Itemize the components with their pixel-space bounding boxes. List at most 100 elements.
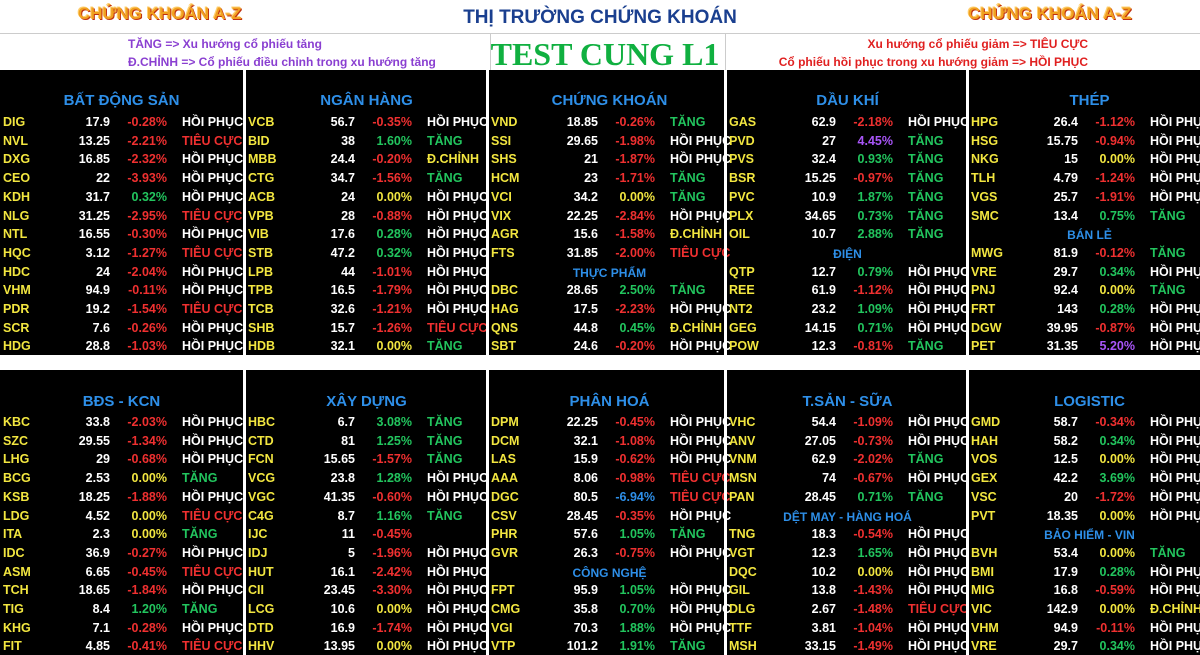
stock-row-ssi[interactable]: SSI 29.65 -1.98% HỒI PHỤC xyxy=(488,132,731,151)
stock-row-bid[interactable]: BID 38 1.60% TĂNG xyxy=(245,132,488,151)
stock-row-cmg[interactable]: CMG 35.8 0.70% HỒI PHỤC xyxy=(488,600,731,619)
stock-row-ctd[interactable]: CTD 81 1.25% TĂNG xyxy=(245,432,488,451)
stock-row-bmi[interactable]: BMI 17.9 0.28% HỒI PHỤC xyxy=(968,563,1200,582)
stock-row-vnm[interactable]: VNM 62.9 -2.02% TĂNG xyxy=(726,450,969,469)
stock-row-hcm[interactable]: HCM 23 -1.71% TĂNG xyxy=(488,169,731,188)
stock-row-vsc[interactable]: VSC 20 -1.72% HỒI PHỤC xyxy=(968,488,1200,507)
stock-row-aaa[interactable]: AAA 8.06 -0.98% TIÊU CỰC xyxy=(488,469,731,488)
stock-row-sbt[interactable]: SBT 24.6 -0.20% HỒI PHỤC xyxy=(488,337,731,356)
stock-row-tpb[interactable]: TPB 16.5 -1.79% HỒI PHỤC xyxy=(245,281,488,300)
stock-row-vtp[interactable]: VTP 101.2 1.91% TĂNG xyxy=(488,637,731,655)
stock-row-vhm[interactable]: VHM 94.9 -0.11% HỒI PHỤC xyxy=(968,619,1200,638)
stock-row-dxg[interactable]: DXG 16.85 -2.32% HỒI PHỤC xyxy=(0,150,243,169)
stock-row-pvc[interactable]: PVC 10.9 1.87% TĂNG xyxy=(726,188,969,207)
stock-row-hsg[interactable]: HSG 15.75 -0.94% HỒI PHỤC xyxy=(968,132,1200,151)
stock-row-vib[interactable]: VIB 17.6 0.28% HỒI PHỤC xyxy=(245,225,488,244)
stock-row-hdc[interactable]: HDC 24 -2.04% HỒI PHỤC xyxy=(0,263,243,282)
stock-row-idc[interactable]: IDC 36.9 -0.27% HỒI PHỤC xyxy=(0,544,243,563)
stock-row-dig[interactable]: DIG 17.9 -0.28% HỒI PHỤC xyxy=(0,113,243,132)
stock-row-tlh[interactable]: TLH 4.79 -1.24% HỒI PHỤC xyxy=(968,169,1200,188)
stock-row-vos[interactable]: VOS 12.5 0.00% HỒI PHỤC xyxy=(968,450,1200,469)
stock-row-tcb[interactable]: TCB 32.6 -1.21% HỒI PHỤC xyxy=(245,300,488,319)
stock-row-dbc[interactable]: DBC 28.65 2.50% TĂNG xyxy=(488,281,731,300)
stock-row-shb[interactable]: SHB 15.7 -1.26% TIÊU CỰC xyxy=(245,319,488,338)
stock-row-dgw[interactable]: DGW 39.95 -0.87% HỒI PHỤC xyxy=(968,319,1200,338)
stock-row-oil[interactable]: OIL 10.7 2.88% TĂNG xyxy=(726,225,969,244)
stock-row-nt2[interactable]: NT2 23.2 1.09% HỒI PHỤC xyxy=(726,300,969,319)
stock-row-bvh[interactable]: BVH 53.4 0.00% TĂNG xyxy=(968,544,1200,563)
stock-row-dtd[interactable]: DTD 16.9 -1.74% HỒI PHỤC xyxy=(245,619,488,638)
stock-row-smc[interactable]: SMC 13.4 0.75% TĂNG xyxy=(968,207,1200,226)
stock-row-frt[interactable]: FRT 143 0.28% HỒI PHỤC xyxy=(968,300,1200,319)
stock-row-vcg[interactable]: VCG 23.8 1.28% HỒI PHỤC xyxy=(245,469,488,488)
stock-row-kbc[interactable]: KBC 33.8 -2.03% HỒI PHỤC xyxy=(0,413,243,432)
stock-row-ntl[interactable]: NTL 16.55 -0.30% HỒI PHỤC xyxy=(0,225,243,244)
stock-row-dgc[interactable]: DGC 80.5 -6.94% TIÊU CỰC xyxy=(488,488,731,507)
stock-row-dcm[interactable]: DCM 32.1 -1.08% HỒI PHỤC xyxy=(488,432,731,451)
stock-row-gil[interactable]: GIL 13.8 -1.43% HỒI PHỤC xyxy=(726,581,969,600)
stock-row-fit[interactable]: FIT 4.85 -0.41% TIÊU CỰC xyxy=(0,637,243,655)
stock-row-vgc[interactable]: VGC 41.35 -0.60% HỒI PHỤC xyxy=(245,488,488,507)
stock-row-dlg[interactable]: DLG 2.67 -1.48% TIÊU CỰC xyxy=(726,600,969,619)
stock-row-hbc[interactable]: HBC 6.7 3.08% TĂNG xyxy=(245,413,488,432)
stock-row-ctg[interactable]: CTG 34.7 -1.56% TĂNG xyxy=(245,169,488,188)
stock-row-hut[interactable]: HUT 16.1 -2.42% HỒI PHỤC xyxy=(245,563,488,582)
stock-row-tch[interactable]: TCH 18.65 -1.84% HỒI PHỤC xyxy=(0,581,243,600)
stock-row-phr[interactable]: PHR 57.6 1.05% TĂNG xyxy=(488,525,731,544)
stock-row-vci[interactable]: VCI 34.2 0.00% TĂNG xyxy=(488,188,731,207)
stock-row-ijc[interactable]: IJC 11 -0.45% xyxy=(245,525,488,544)
stock-row-vgi[interactable]: VGI 70.3 1.88% HỒI PHỤC xyxy=(488,619,731,638)
stock-row-hpg[interactable]: HPG 26.4 -1.12% HỒI PHỤC xyxy=(968,113,1200,132)
stock-row-vre[interactable]: VRE 29.7 0.34% HỒI PHỤC xyxy=(968,637,1200,655)
stock-row-mwg[interactable]: MWG 81.9 -0.12% TĂNG xyxy=(968,244,1200,263)
stock-row-vic[interactable]: VIC 142.9 0.00% Đ.CHỈNH xyxy=(968,600,1200,619)
stock-row-plx[interactable]: PLX 34.65 0.73% TĂNG xyxy=(726,207,969,226)
stock-row-vre[interactable]: VRE 29.7 0.34% HỒI PHỤC xyxy=(968,263,1200,282)
stock-row-gas[interactable]: GAS 62.9 -2.18% HỒI PHỤC xyxy=(726,113,969,132)
stock-row-lhg[interactable]: LHG 29 -0.68% HỒI PHỤC xyxy=(0,450,243,469)
stock-row-anv[interactable]: ANV 27.05 -0.73% HỒI PHỤC xyxy=(726,432,969,451)
stock-row-dqc[interactable]: DQC 10.2 0.00% HỒI PHỤC xyxy=(726,563,969,582)
stock-row-nlg[interactable]: NLG 31.25 -2.95% TIÊU CỰC xyxy=(0,207,243,226)
stock-row-c4g[interactable]: C4G 8.7 1.16% TĂNG xyxy=(245,507,488,526)
stock-row-acb[interactable]: ACB 24 0.00% HỒI PHỤC xyxy=(245,188,488,207)
stock-row-gex[interactable]: GEX 42.2 3.69% HỒI PHỤC xyxy=(968,469,1200,488)
stock-row-vhm[interactable]: VHM 94.9 -0.11% HỒI PHỤC xyxy=(0,281,243,300)
stock-row-nvl[interactable]: NVL 13.25 -2.21% TIÊU CỰC xyxy=(0,132,243,151)
stock-row-vnd[interactable]: VND 18.85 -0.26% TĂNG xyxy=(488,113,731,132)
stock-row-nkg[interactable]: NKG 15 0.00% HỒI PHỤC xyxy=(968,150,1200,169)
stock-row-lcg[interactable]: LCG 10.6 0.00% HỒI PHỤC xyxy=(245,600,488,619)
stock-row-cii[interactable]: CII 23.45 -3.30% HỒI PHỤC xyxy=(245,581,488,600)
stock-row-csv[interactable]: CSV 28.45 -0.35% HỒI PHỤC xyxy=(488,507,731,526)
stock-row-pan[interactable]: PAN 28.45 0.71% TĂNG xyxy=(726,488,969,507)
stock-row-ttf[interactable]: TTF 3.81 -1.04% HỒI PHỤC xyxy=(726,619,969,638)
stock-row-tig[interactable]: TIG 8.4 1.20% TĂNG xyxy=(0,600,243,619)
stock-row-vpb[interactable]: VPB 28 -0.88% HỒI PHỤC xyxy=(245,207,488,226)
stock-row-msn[interactable]: MSN 74 -0.67% HỒI PHỤC xyxy=(726,469,969,488)
stock-row-mig[interactable]: MIG 16.8 -0.59% HỒI PHỤC xyxy=(968,581,1200,600)
stock-row-geg[interactable]: GEG 14.15 0.71% HỒI PHỤC xyxy=(726,319,969,338)
stock-row-idj[interactable]: IDJ 5 -1.96% HỒI PHỤC xyxy=(245,544,488,563)
stock-row-ceo[interactable]: CEO 22 -3.93% HỒI PHỤC xyxy=(0,169,243,188)
stock-row-qns[interactable]: QNS 44.8 0.45% Đ.CHỈNH xyxy=(488,319,731,338)
stock-row-bsr[interactable]: BSR 15.25 -0.97% TĂNG xyxy=(726,169,969,188)
stock-row-pnj[interactable]: PNJ 92.4 0.00% TĂNG xyxy=(968,281,1200,300)
stock-row-ksb[interactable]: KSB 18.25 -1.88% HỒI PHỤC xyxy=(0,488,243,507)
stock-row-vgs[interactable]: VGS 25.7 -1.91% HỒI PHỤC xyxy=(968,188,1200,207)
stock-row-ree[interactable]: REE 61.9 -1.12% HỒI PHỤC xyxy=(726,281,969,300)
stock-row-vhc[interactable]: VHC 54.4 -1.09% HỒI PHỤC xyxy=(726,413,969,432)
stock-row-ita[interactable]: ITA 2.3 0.00% TĂNG xyxy=(0,525,243,544)
stock-row-las[interactable]: LAS 15.9 -0.62% HỒI PHỤC xyxy=(488,450,731,469)
stock-row-khg[interactable]: KHG 7.1 -0.28% HỒI PHỤC xyxy=(0,619,243,638)
stock-row-szc[interactable]: SZC 29.55 -1.34% HỒI PHỤC xyxy=(0,432,243,451)
stock-row-pow[interactable]: POW 12.3 -0.81% TĂNG xyxy=(726,337,969,356)
stock-row-vgt[interactable]: VGT 12.3 1.65% HỒI PHỤC xyxy=(726,544,969,563)
stock-row-fpt[interactable]: FPT 95.9 1.05% HỒI PHỤC xyxy=(488,581,731,600)
stock-row-fcn[interactable]: FCN 15.65 -1.57% TĂNG xyxy=(245,450,488,469)
stock-row-shs[interactable]: SHS 21 -1.87% HỒI PHỤC xyxy=(488,150,731,169)
stock-row-pdr[interactable]: PDR 19.2 -1.54% TIÊU CỰC xyxy=(0,300,243,319)
stock-row-gvr[interactable]: GVR 26.3 -0.75% HỒI PHỤC xyxy=(488,544,731,563)
stock-row-hdg[interactable]: HDG 28.8 -1.03% HỒI PHỤC xyxy=(0,337,243,356)
stock-row-pet[interactable]: PET 31.35 5.20% HỒI PHỤC xyxy=(968,337,1200,356)
stock-row-dpm[interactable]: DPM 22.25 -0.45% HỒI PHỤC xyxy=(488,413,731,432)
